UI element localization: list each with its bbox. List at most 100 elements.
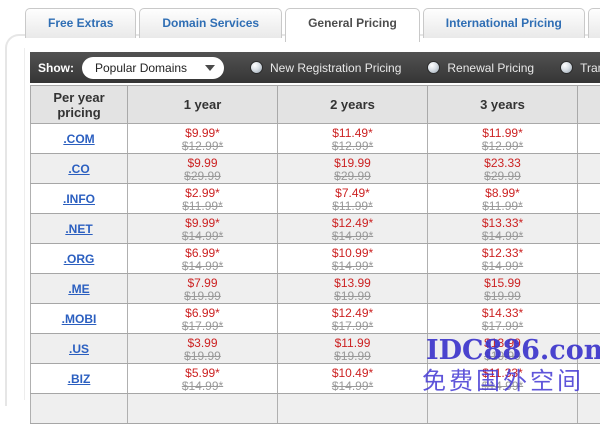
tld-link[interactable]: .ME — [68, 282, 89, 296]
table-row: .MOBI $6.99*$17.99* $12.49*$17.99* $14.3… — [31, 304, 600, 334]
price-current: $12.49* — [278, 215, 427, 230]
price-cell-1yr: $3.99$19.99 — [128, 334, 278, 364]
radio-icon[interactable] — [250, 61, 263, 74]
tld-link[interactable]: .US — [69, 342, 89, 356]
price-current: $11.33* — [428, 365, 577, 380]
price-cell-2yr: $10.99*$14.99* — [278, 244, 428, 274]
price-current: $5.99* — [128, 365, 277, 380]
partial-cell — [578, 184, 600, 214]
tab-bulk-pricing[interactable]: Bulk Pricing — [588, 8, 600, 38]
price-was: $14.99* — [428, 230, 577, 243]
tld-cell: .US — [31, 334, 128, 364]
radio-label: Renewal Pricing — [447, 61, 534, 75]
price-cell-1yr: $2.99*$11.99* — [128, 184, 278, 214]
price-current: $11.99 — [278, 335, 427, 350]
price-cell-2yr: $11.49*$12.99* — [278, 124, 428, 154]
tld-cell: .COM — [31, 124, 128, 154]
price-cell-1yr: $9.99*$14.99* — [128, 214, 278, 244]
domain-filter-dropdown[interactable]: Popular Domains — [82, 57, 224, 79]
price-current: $7.99 — [128, 275, 277, 290]
tld-link[interactable]: .ORG — [64, 252, 95, 266]
price-was: $12.99* — [278, 140, 427, 153]
price-cell-2yr: $19.99$29.99 — [278, 154, 428, 184]
price-current: $7.49* — [278, 185, 427, 200]
price-current: $19.99 — [278, 155, 427, 170]
tld-cell: .NET — [31, 214, 128, 244]
partial-cell — [578, 154, 600, 184]
price-was: $17.99* — [428, 320, 577, 333]
column-header: 3 years — [428, 86, 578, 124]
price-current — [278, 408, 427, 409]
price-was: $19.99 — [278, 290, 427, 303]
tld-cell: .CO — [31, 154, 128, 184]
tab-international-pricing[interactable]: International Pricing — [423, 8, 585, 38]
price-cell-2yr: $11.99$19.99 — [278, 334, 428, 364]
price-was: $11.99* — [128, 200, 277, 213]
partial-cell — [578, 214, 600, 244]
table-row: .US $3.99$19.99 $11.99$19.99 $13.99$19.9… — [31, 334, 600, 364]
partial-cell — [578, 274, 600, 304]
price-cell-3yr — [428, 394, 578, 424]
price-cell-2yr: $10.49*$14.99* — [278, 364, 428, 394]
price-was: $19.99 — [278, 350, 427, 363]
price-current — [128, 408, 277, 409]
tld-link[interactable]: .BIZ — [68, 372, 91, 386]
tld-link[interactable]: .MOBI — [62, 312, 97, 326]
tld-cell — [31, 394, 128, 424]
price-cell-3yr: $11.33*$14.99* — [428, 364, 578, 394]
tab-domain-services[interactable]: Domain Services — [139, 8, 282, 38]
price-cell-1yr: $9.99*$12.99* — [128, 124, 278, 154]
tld-link[interactable]: .NET — [65, 222, 92, 236]
price-current: $12.33* — [428, 245, 577, 260]
price-current: $6.99* — [128, 245, 277, 260]
tld-link[interactable]: .CO — [68, 162, 89, 176]
tld-cell: .BIZ — [31, 364, 128, 394]
radio-option-renewal-pricing[interactable]: Renewal Pricing — [427, 61, 534, 75]
column-header: 2 years — [278, 86, 428, 124]
price-current: $23.33 — [428, 155, 577, 170]
price-was: $29.99 — [128, 170, 277, 183]
table-row: .INFO $2.99*$11.99* $7.49*$11.99* $8.99*… — [31, 184, 600, 214]
tld-cell: .ORG — [31, 244, 128, 274]
radio-icon[interactable] — [427, 61, 440, 74]
radio-icon[interactable] — [560, 61, 573, 74]
pricing-toolbar: Show: Popular Domains New Registration P… — [30, 52, 600, 83]
tab-general-pricing[interactable]: General Pricing — [285, 8, 420, 42]
table-row: .NET $9.99*$14.99* $12.49*$14.99* $13.33… — [31, 214, 600, 244]
price-was: $19.99 — [428, 350, 577, 363]
table-row: .ME $7.99$19.99 $13.99$19.99 $15.99$19.9… — [31, 274, 600, 304]
partial-cell — [578, 394, 600, 424]
radio-option-transfer-pricing[interactable]: Transfer Pricing — [560, 61, 600, 75]
price-current: $12.49* — [278, 305, 427, 320]
tld-cell: .ME — [31, 274, 128, 304]
column-header: 1 year — [128, 86, 278, 124]
table-row: .COM $9.99*$12.99* $11.49*$12.99* $11.99… — [31, 124, 600, 154]
tld-cell: .MOBI — [31, 304, 128, 334]
price-was: $17.99* — [278, 320, 427, 333]
radio-option-new-registration-pricing[interactable]: New Registration Pricing — [250, 61, 401, 75]
price-cell-1yr: $9.99$29.99 — [128, 154, 278, 184]
tld-link[interactable]: .COM — [63, 132, 94, 146]
price-current: $14.33* — [428, 305, 577, 320]
price-cell-1yr: $6.99*$17.99* — [128, 304, 278, 334]
tld-link[interactable]: .INFO — [63, 192, 95, 206]
price-cell-3yr: $15.99$19.99 — [428, 274, 578, 304]
price-cell-3yr: $12.33*$14.99* — [428, 244, 578, 274]
price-cell-1yr: $7.99$19.99 — [128, 274, 278, 304]
price-cell-2yr — [278, 394, 428, 424]
price-current: $9.99 — [128, 155, 277, 170]
price-was: $14.99* — [428, 260, 577, 273]
price-current: $13.33* — [428, 215, 577, 230]
price-current: $9.99* — [128, 125, 277, 140]
price-cell-3yr: $14.33*$17.99* — [428, 304, 578, 334]
price-was: $11.99* — [428, 200, 577, 213]
partial-cell — [578, 304, 600, 334]
price-cell-3yr: $8.99*$11.99* — [428, 184, 578, 214]
price-current: $11.49* — [278, 125, 427, 140]
table-body: .COM $9.99*$12.99* $11.49*$12.99* $11.99… — [31, 124, 600, 424]
tab-free-extras[interactable]: Free Extras — [25, 8, 136, 38]
panel-divider — [24, 48, 25, 400]
price-was: $29.99 — [278, 170, 427, 183]
